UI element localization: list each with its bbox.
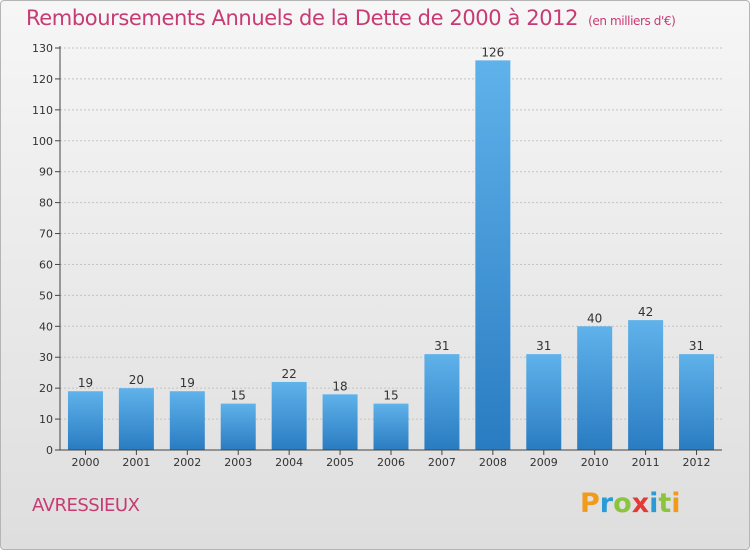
y-tick-label: 130 [32,42,53,55]
bar-value-label: 126 [481,45,504,59]
bar-value-label: 31 [536,339,551,353]
commune-name: AVRESSIEUX [32,495,140,516]
y-tick-label: 50 [39,289,53,302]
logo-letter: i [671,488,681,519]
chart-title-text: Remboursements Annuels de la Dette de 20… [26,6,579,30]
x-tick-label: 2010 [581,456,609,469]
x-tick-label: 2006 [377,456,405,469]
y-tick-label: 0 [46,444,53,457]
bar-value-label: 22 [282,367,297,381]
bar-value-label: 40 [587,311,602,325]
bar [424,354,460,450]
bar [373,403,409,450]
chart-unit-label: (en milliers d'€) [588,14,676,28]
bar-value-label: 31 [689,339,704,353]
x-tick-label: 2002 [173,456,201,469]
bar [526,354,562,450]
bar-value-label: 20 [129,373,144,387]
bars: 19 20 19 15 22 18 15 31 126 31 40 42 31 [67,45,715,450]
x-tick-label: 2011 [632,456,660,469]
x-tick-label: 2012 [683,456,711,469]
x-tick-label: 2009 [530,456,558,469]
y-axis: 0 10 20 30 40 50 60 70 80 90 100 110 120 130 [32,42,61,457]
bar-value-label: 15 [383,389,398,403]
bar [322,394,358,450]
x-tick-label: 2005 [326,456,354,469]
bar [220,403,256,450]
bar [169,391,205,450]
y-tick-label: 80 [39,197,53,210]
y-tick-label: 10 [39,413,53,426]
x-axis: 2000 2001 2002 2003 2004 2005 2006 2007 2008 2009… [60,449,722,469]
y-tick-label: 30 [39,351,53,364]
x-tick-label: 2000 [71,456,99,469]
bar-value-label: 31 [434,339,449,353]
y-tick-label: 100 [32,135,53,148]
y-tick-label: 90 [39,166,53,179]
bar [679,354,715,450]
x-tick-label: 2004 [275,456,303,469]
bar [271,381,307,450]
y-tick-label: 20 [39,382,53,395]
logo-letter: r [599,488,614,519]
chart-title: Remboursements Annuels de la Dette de 20… [26,6,676,30]
bar [67,391,103,450]
y-tick-label: 60 [39,258,53,271]
x-tick-label: 2007 [428,456,456,469]
logo-letter: i [649,488,659,519]
logo-letter: o [613,488,632,519]
x-tick-label: 2003 [224,456,252,469]
x-tick-label: 2001 [122,456,150,469]
bar [628,320,664,450]
y-tick-label: 120 [32,73,53,86]
bar-value-label: 18 [332,379,347,393]
bar [577,326,613,450]
bar-value-label: 19 [180,376,195,390]
proxiti-logo: Proxiti [580,488,681,519]
bar-value-label: 42 [638,305,653,319]
logo-letter: t [658,488,672,519]
x-tick-label: 2008 [479,456,507,469]
bar [475,60,511,450]
logo-letter: P [580,488,600,519]
y-tick-label: 70 [39,228,53,241]
grid-lines [60,47,722,420]
y-tick-label: 110 [32,104,53,117]
bar [118,388,154,450]
bar-value-label: 19 [78,376,93,390]
logo-letter: x [631,488,650,519]
y-tick-label: 40 [39,320,53,333]
bar-value-label: 15 [231,389,246,403]
